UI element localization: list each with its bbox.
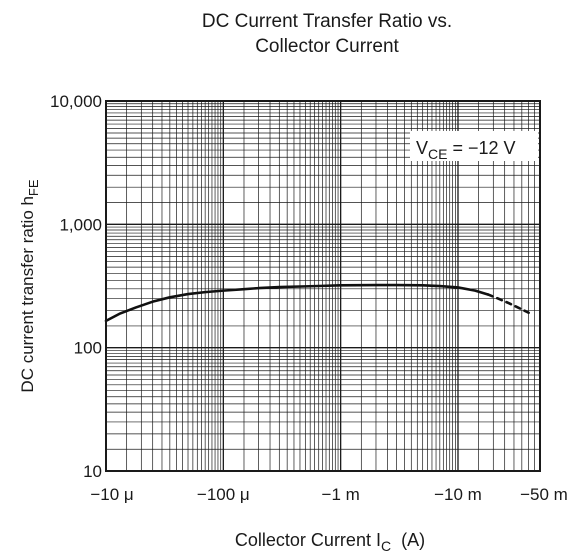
x-tick-label: −100 μ (197, 485, 250, 504)
plot-frame (105, 100, 541, 472)
chart-title-line2: Collector Current (255, 36, 399, 57)
x-axis-label-sub: C (381, 538, 391, 554)
y-tick-labels: 10 100 1,000 10,000 (50, 92, 102, 481)
chart-grid (106, 101, 540, 471)
hfe-curve-dashed (486, 293, 530, 315)
vce-annotation: VCE = −12 V (410, 131, 538, 162)
x-tick-label: −10 m (434, 485, 482, 504)
y-axis-label-main: DC current transfer ratio h (18, 196, 37, 393)
chart-curves (104, 283, 530, 323)
hfe-curve (104, 283, 490, 323)
vce-label-value: = −12 V (447, 138, 515, 158)
y-tick-label: 10 (83, 462, 102, 481)
chart-title-line1: DC Current Transfer Ratio vs. (202, 11, 452, 32)
x-tick-label: −50 m (520, 485, 568, 504)
vce-annotation-box (410, 131, 538, 161)
y-tick-label: 100 (74, 339, 102, 358)
vce-label-v: V (416, 138, 428, 158)
y-tick-label: 1,000 (59, 215, 102, 234)
x-axis-label-main: Collector Current I (235, 530, 381, 550)
y-tick-label: 10,000 (50, 92, 102, 111)
y-axis-label-sub: FE (26, 179, 41, 196)
x-axis-label-unit: (A) (401, 530, 425, 550)
x-axis-label: Collector Current IC (A) (235, 530, 425, 554)
svg-text:VCE = −12 V: VCE = −12 V (416, 138, 516, 162)
x-tick-label: −10 μ (90, 485, 133, 504)
x-tick-label: −1 m (322, 485, 360, 504)
y-axis-label: DC current transfer ratio hFE (18, 179, 41, 392)
x-tick-labels: −10 μ −100 μ −1 m −10 m −50 m (90, 485, 568, 504)
vce-label-sub: CE (428, 146, 447, 162)
